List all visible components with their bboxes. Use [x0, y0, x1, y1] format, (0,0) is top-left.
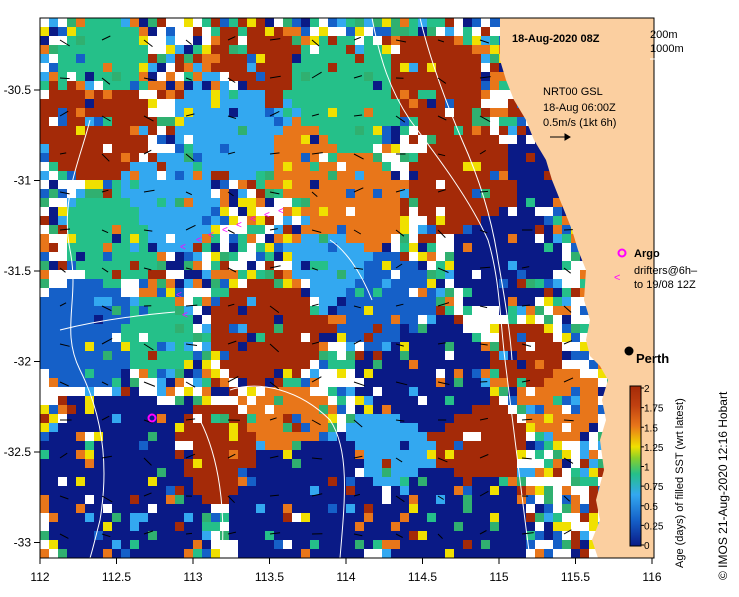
map-plot-area: < < < < < < < < < <	[40, 18, 661, 558]
contour-legend-1000m: 1000m	[650, 43, 684, 55]
svg-text:<: <	[208, 230, 214, 241]
colorbar-tick-label: 0	[644, 541, 650, 552]
svg-text:<: <	[250, 214, 256, 225]
y-tick-label: -32.5	[4, 445, 32, 459]
city-label-perth: Perth	[636, 351, 669, 366]
current-scale-label: 0.5m/s (1kt 6h)	[543, 117, 616, 129]
perth-marker	[625, 347, 634, 356]
colorbar-tick-label: 0.25	[644, 521, 664, 532]
svg-text:<: <	[182, 310, 188, 321]
colorbar: 2 1.75 1.5 1.25 1 0.75 0.5 0.25 0 Age (days) of …	[630, 384, 686, 568]
colorbar-tick-label: 1.5	[644, 423, 658, 434]
x-tick-label: 114.5	[408, 570, 437, 584]
x-axis: 112 112.5 113 113.5 114 114.5 115 115.5 116	[30, 558, 661, 584]
contour-legend-200m: 200m	[650, 29, 678, 41]
y-tick-label: -32	[14, 355, 32, 369]
x-tick-label: 112.5	[102, 570, 131, 584]
svg-text:<: <	[264, 210, 270, 221]
x-tick-label: 116	[642, 570, 661, 584]
x-tick-label: 114	[336, 570, 355, 584]
argo-legend-label: Argo	[634, 248, 660, 260]
y-tick-label: -30.5	[4, 83, 32, 97]
svg-text:<: <	[222, 225, 228, 236]
svg-text:<: <	[180, 242, 186, 253]
y-tick-label: -31.5	[4, 264, 32, 278]
date-title: 18-Aug-2020 08Z	[512, 33, 600, 45]
svg-text:<: <	[176, 290, 182, 301]
colorbar-tick-label: 1.25	[644, 443, 664, 454]
svg-text:<: <	[236, 220, 242, 231]
x-tick-label: 115.5	[561, 570, 590, 584]
x-tick-label: 112	[30, 570, 49, 584]
current-time-label: 18-Aug 06:00Z	[543, 102, 616, 114]
colorbar-title: Age (days) of filled SST (wrt latest)	[674, 398, 686, 568]
colorbar-tick-label: 0.75	[644, 482, 664, 493]
drifters-legend-line2: to 19/08 12Z	[634, 279, 696, 291]
x-tick-label: 113	[183, 570, 202, 584]
svg-text:<: <	[278, 206, 284, 217]
colorbar-tick-label: 1.75	[644, 404, 664, 415]
current-source-label: NRT00 GSL	[543, 86, 603, 98]
credit-text: © IMOS 21-Aug-2020 12:16 Hobart	[716, 391, 730, 580]
x-tick-label: 113.5	[255, 570, 284, 584]
svg-text:<: <	[196, 235, 202, 246]
y-axis: -30.5 -31 -31.5 -32 -32.5 -33	[4, 83, 40, 550]
colorbar-tick-label: 1	[644, 463, 650, 474]
colorbar-tick-label: 0.5	[644, 502, 658, 513]
colorbar-gradient	[630, 386, 641, 546]
drifters-legend-line1: drifters@6h–	[634, 265, 698, 277]
colorbar-tick-label: 2	[644, 384, 650, 395]
x-tick-label: 115	[489, 570, 508, 584]
drifter-legend-icon: <	[614, 272, 620, 284]
y-tick-label: -33	[14, 536, 32, 550]
y-tick-label: -31	[14, 174, 32, 188]
